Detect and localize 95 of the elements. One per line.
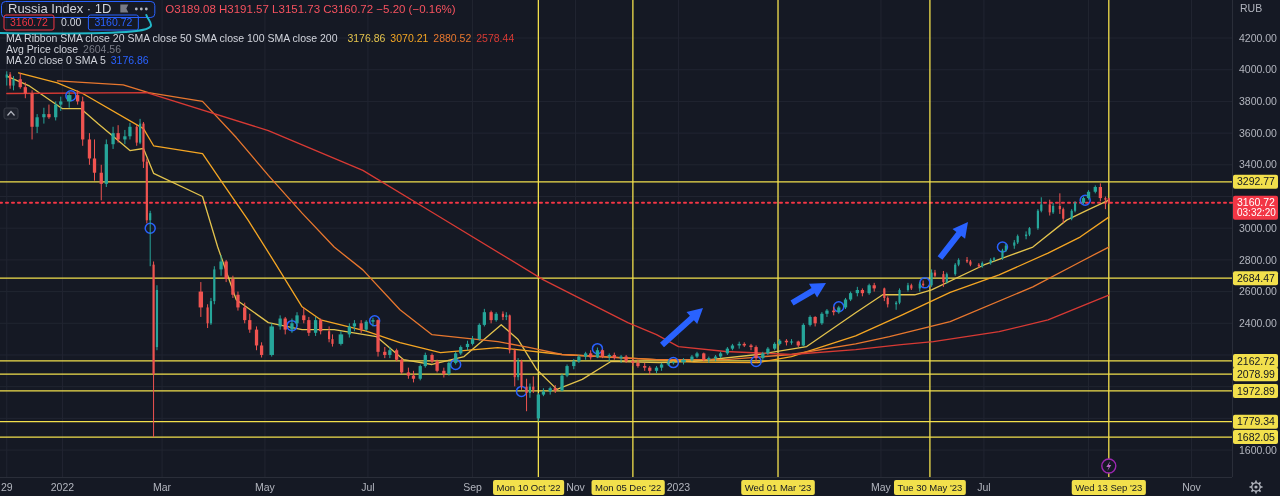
ref-line-label: Tue 30 May '23 <box>897 482 963 493</box>
annotation: Avg Price close 2604.56 <box>6 43 122 55</box>
candlestick <box>224 259 228 283</box>
candlestick <box>111 126 115 150</box>
annotation: 3070.21 <box>390 32 429 44</box>
point <box>515 385 528 398</box>
x-tick-label: Nov <box>566 481 586 493</box>
text: 03:32:20 <box>1237 207 1277 219</box>
ref-line-label: 3160.72 <box>1237 196 1276 209</box>
point <box>144 222 156 234</box>
y-tick-label: 4000.00 <box>1239 63 1278 76</box>
chart-subtitle: O3189.08 H3191.57 L3151.73 C3160.72 −5.20 (−0.16%) <box>165 3 456 15</box>
point <box>919 277 931 289</box>
point <box>286 319 298 332</box>
point <box>667 356 680 369</box>
candlestick <box>766 346 770 356</box>
point <box>750 355 762 368</box>
candlestick <box>219 254 223 277</box>
y-tick-label: 3000.00 <box>1239 221 1278 234</box>
x-tick-label: May <box>255 481 276 493</box>
point <box>368 315 381 327</box>
ref-line-label: 3292.77 <box>1237 175 1276 188</box>
ref-line-label: Mon 10 Oct '22 <box>496 482 561 493</box>
candlestick <box>631 357 635 367</box>
annotation: 3160.72 <box>10 16 49 28</box>
annotation: MA 20 close 0 SMA 5 3176.86 <box>6 54 149 66</box>
ref-line-label: 1682.05 <box>1237 430 1276 443</box>
candlestick <box>371 317 375 327</box>
ref-line-label: Wed 13 Sep '23 <box>1075 482 1143 493</box>
candlestick <box>116 124 120 144</box>
y-tick-label: 2800.00 <box>1239 253 1278 266</box>
candlestick <box>123 129 127 145</box>
candlestick <box>42 107 46 125</box>
candlestick <box>328 325 331 343</box>
point <box>65 89 77 102</box>
y-axis-title: RUB <box>1240 2 1263 14</box>
ref-line-label: 2162.72 <box>1237 354 1276 367</box>
candlestick <box>231 275 235 299</box>
x-tick-label: Jul <box>977 481 991 493</box>
candlestick <box>825 308 829 318</box>
point <box>833 301 845 313</box>
ref-line-label: 2684.47 <box>1237 271 1276 284</box>
y-tick-label: 3800.00 <box>1239 95 1278 108</box>
y-tick-label: 2600.00 <box>1239 285 1278 298</box>
candlestick <box>992 256 996 262</box>
candlestick <box>517 357 520 381</box>
x-tick-label: Sep <box>463 481 483 493</box>
candlestick <box>206 303 209 329</box>
y-tick-label: 4200.00 <box>1239 31 1278 44</box>
candlestick <box>47 104 51 120</box>
candlestick <box>87 132 92 166</box>
annotation: MA Ribbon SMA close 20 SMA close 50 SMA close 100 SMA close 200 <box>6 32 338 44</box>
annotation: 2880.52 <box>433 32 472 44</box>
candlestick <box>290 318 294 334</box>
candlestick <box>636 359 640 369</box>
candlestick <box>248 313 252 334</box>
candlestick <box>442 367 446 378</box>
y-tick-label: 3400.00 <box>1239 158 1278 171</box>
candlestick <box>243 302 247 324</box>
y-tick-label: 3600.00 <box>1239 126 1278 139</box>
candlestick <box>313 316 318 337</box>
candlestick <box>690 354 694 362</box>
candlestick <box>577 354 581 364</box>
point <box>591 342 604 355</box>
candlestick <box>624 354 628 364</box>
y-tick-label: 2400.00 <box>1239 316 1278 329</box>
x-tick-label: 29 <box>0 481 13 493</box>
candlestick <box>525 378 528 412</box>
candlestick <box>35 113 39 134</box>
candlestick <box>135 124 138 147</box>
annotation: 3160.72 <box>94 16 133 28</box>
candlestick <box>307 316 311 337</box>
ref-line-label: 1972.89 <box>1237 384 1276 397</box>
y-tick-label: 1600.00 <box>1239 443 1278 456</box>
point <box>449 358 462 371</box>
x-tick-label: 2023 <box>666 481 691 493</box>
ref-line-label: 1779.34 <box>1237 415 1276 428</box>
x-tick-label: 2022 <box>50 481 75 493</box>
point <box>996 241 1009 253</box>
candlestick <box>92 138 97 182</box>
candlestick <box>236 291 240 312</box>
chart-title: Russia Index · 1D <box>8 1 112 16</box>
candlestick <box>388 346 392 359</box>
annotation: 2578.44 <box>476 32 515 44</box>
x-tick-label: Nov <box>1182 481 1202 493</box>
ref-line-label: 2078.99 <box>1237 367 1276 380</box>
point <box>1079 194 1091 207</box>
annotation: 0.00 <box>60 16 82 28</box>
x-tick-label: Jul <box>361 481 375 493</box>
ref-line-label: Mon 05 Dec '22 <box>595 482 662 493</box>
x-tick-label: Mar <box>152 481 172 493</box>
x-tick-label: May <box>871 481 892 493</box>
candlestick <box>749 343 753 351</box>
ref-line-label: Wed 01 Mar '23 <box>744 482 812 493</box>
annotation: 3176.86 <box>347 32 386 44</box>
